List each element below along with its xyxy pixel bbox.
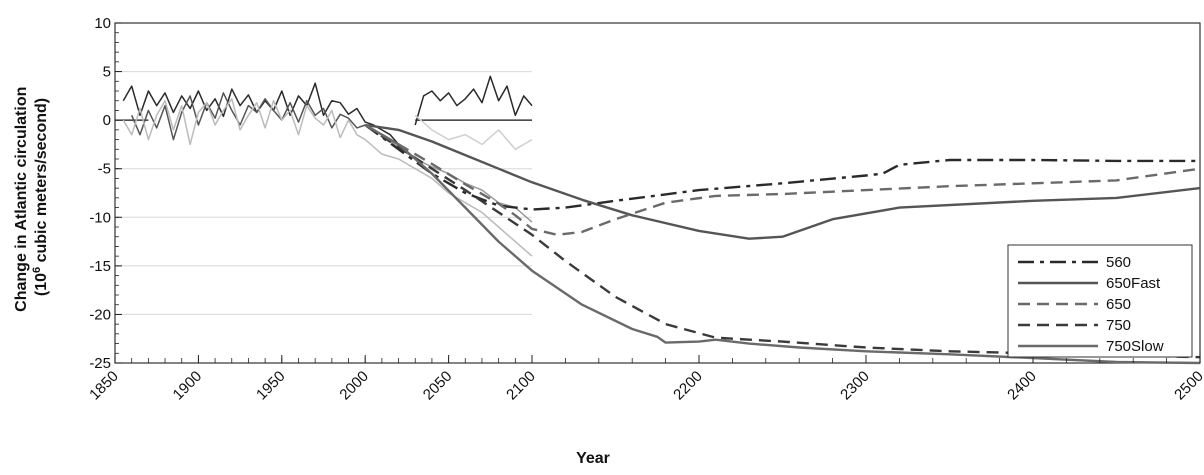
gridlines — [115, 71, 532, 315]
x-tick-label: 2400 — [1004, 368, 1040, 404]
y-tick-label: -10 — [89, 209, 111, 226]
observed-series-line — [122, 98, 533, 257]
y-axis-title-line1: Change in Atlantic circulation — [13, 87, 30, 312]
observed-series-line — [414, 75, 533, 126]
legend-label: 650Fast — [1106, 275, 1161, 292]
series-line-750slow — [364, 123, 1201, 365]
observed-series-line — [131, 92, 366, 141]
x-tick-label: 2000 — [336, 368, 372, 404]
observed-series-line — [414, 114, 533, 151]
y-axis-title: Change in Atlantic circulation (106 cubi… — [13, 82, 50, 312]
x-tick-label: 2500 — [1171, 368, 1204, 404]
legend: 560 650Fast 650 750 750Slow — [1007, 244, 1193, 358]
y-tick-label: 0 — [103, 112, 111, 129]
observed-lines — [122, 75, 533, 257]
series-line-560 — [364, 124, 1200, 211]
y-tick-label: -25 — [89, 355, 111, 372]
y-axis-title-line2-a: (10 — [33, 273, 50, 296]
series-line-650 — [364, 123, 1201, 237]
y-tick-label: -20 — [89, 306, 111, 323]
y-tick-label: -15 — [89, 258, 111, 275]
series-line-750 — [364, 124, 1201, 359]
legend-label: 650 — [1106, 296, 1131, 313]
x-tick-label: 1850 — [86, 368, 122, 404]
x-tick-label: 1900 — [170, 368, 206, 404]
series-line-650fast — [365, 123, 1201, 240]
legend-label: 560 — [1106, 254, 1131, 271]
y-axis-title-superscript: 6 — [31, 267, 43, 273]
y-axis-title-line2-b: cubic meters/second) — [33, 98, 50, 267]
x-axis-title: Year — [576, 450, 610, 467]
y-tick-label: 5 — [103, 64, 111, 81]
x-tick-label: 2050 — [420, 368, 456, 404]
legend-label: 750 — [1106, 317, 1131, 334]
legend-label: 750Slow — [1106, 338, 1164, 355]
x-tick-label: 2200 — [670, 368, 706, 404]
legend-box — [1007, 244, 1193, 358]
projection-lines — [364, 123, 1201, 365]
x-tick-label: 2100 — [503, 368, 539, 404]
x-tick-label: 2300 — [837, 368, 873, 404]
y-tick-label: 10 — [94, 15, 111, 32]
y-tick-label: -5 — [98, 161, 111, 178]
x-tick-label: 1950 — [253, 368, 289, 404]
